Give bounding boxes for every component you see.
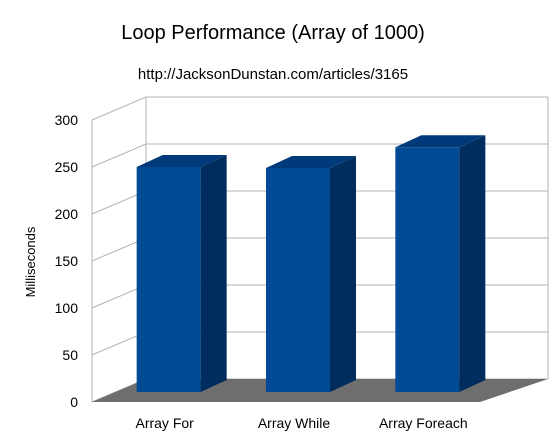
bar-top [266, 155, 356, 168]
chart-subtitle: http://JacksonDunstan.com/articles/3165 [138, 66, 408, 83]
x-tick-label: Array For [135, 415, 194, 431]
bar-side [459, 135, 486, 392]
bar-top [136, 155, 227, 167]
bar-front [136, 167, 201, 392]
bar-side [200, 155, 227, 392]
x-tick-label: Array Foreach [379, 415, 468, 431]
x-tick-label: Array While [258, 415, 331, 431]
y-tick-label: 300 [55, 112, 79, 128]
y-tick-label: 250 [55, 159, 79, 175]
bar-side [330, 155, 356, 392]
y-tick-label: 50 [62, 347, 78, 363]
y-tick-label: 150 [55, 253, 79, 269]
gridline [91, 96, 548, 121]
bar [395, 135, 486, 392]
bar [266, 155, 356, 392]
y-axis-label: Milliseconds [23, 226, 38, 297]
bar [136, 155, 227, 392]
chart-title: Loop Performance (Array of 1000) [121, 22, 425, 44]
y-axis-ticks: 0 50 100 150 200 250 300 [55, 112, 79, 410]
bar-front [395, 147, 460, 392]
bars [136, 135, 486, 392]
y-tick-label: 200 [55, 206, 79, 222]
bar-top [395, 135, 486, 148]
y-tick-label: 0 [70, 394, 78, 410]
bar-front [266, 167, 330, 392]
x-axis-ticks: Array For Array While Array Foreach [135, 415, 467, 431]
y-tick-label: 100 [55, 300, 79, 316]
